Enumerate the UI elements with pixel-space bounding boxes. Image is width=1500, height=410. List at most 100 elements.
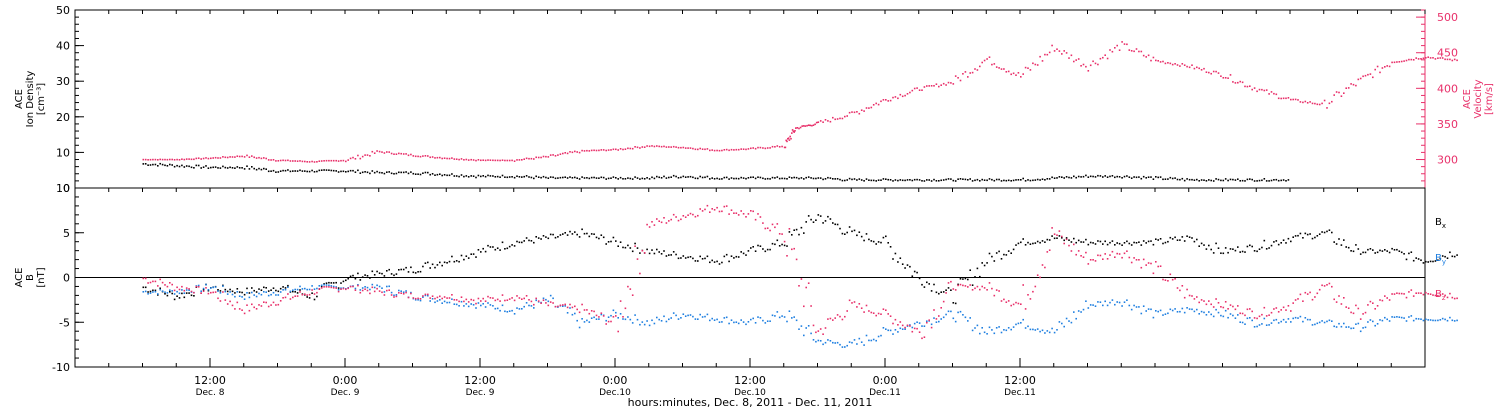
by-point <box>1359 330 1362 333</box>
by-point <box>1046 330 1049 332</box>
density-point <box>880 179 882 181</box>
bx-point <box>1087 243 1090 246</box>
density-point <box>757 176 759 178</box>
bz-point <box>829 317 832 320</box>
bz-point <box>1427 293 1429 295</box>
by-point <box>612 309 615 312</box>
by-point <box>311 285 313 287</box>
by-point <box>253 294 255 296</box>
bz-point <box>142 277 145 280</box>
bz-point <box>193 291 195 294</box>
bx-point <box>1369 248 1372 250</box>
bx-point <box>1456 254 1458 256</box>
by-point <box>844 346 846 348</box>
velocity-point <box>214 156 217 159</box>
bz-point <box>993 294 996 297</box>
bz-point <box>636 258 639 260</box>
velocity-point <box>721 149 723 152</box>
by-point <box>1032 328 1034 331</box>
density-point <box>822 178 824 181</box>
density-point <box>1102 176 1104 178</box>
left-axis-label: [nT] <box>36 267 47 287</box>
bz-point <box>1292 302 1294 304</box>
bx-point <box>1164 241 1167 244</box>
by-point <box>793 316 795 318</box>
velocity-point <box>364 154 366 156</box>
velocity-markers <box>142 41 1458 163</box>
bx-point <box>178 297 181 299</box>
bx-point <box>169 291 171 293</box>
density-point <box>1032 179 1034 182</box>
bx-point <box>455 260 458 262</box>
by-point <box>641 321 644 323</box>
by-point <box>1220 314 1222 317</box>
by-point <box>1362 327 1364 329</box>
bz-point <box>255 308 258 310</box>
velocity-point <box>740 148 742 150</box>
density-point <box>1265 180 1268 182</box>
velocity-point <box>1135 48 1138 50</box>
bz-point <box>521 298 523 300</box>
bx-point <box>889 246 892 248</box>
velocity-point <box>292 160 294 162</box>
by-point <box>841 346 844 348</box>
velocity-point <box>875 102 877 105</box>
bx-point <box>166 294 169 297</box>
by-point <box>1294 316 1297 319</box>
by-point <box>1130 308 1133 311</box>
velocity-point <box>458 158 460 161</box>
velocity-point <box>829 120 832 123</box>
density-point <box>1169 176 1172 179</box>
density-point <box>359 172 362 174</box>
velocity-point <box>342 159 345 162</box>
by-point <box>704 315 706 318</box>
bz-point <box>711 208 713 210</box>
by-point <box>962 314 964 316</box>
by-point <box>446 301 448 304</box>
by-point <box>499 309 501 312</box>
density-point <box>921 180 923 182</box>
by-point <box>1244 323 1246 325</box>
by-point <box>294 288 296 291</box>
bx-point <box>1116 242 1118 244</box>
bz-point <box>750 210 752 212</box>
bx-point <box>1333 241 1335 243</box>
bz-point <box>154 280 157 283</box>
bx-point <box>1034 242 1037 244</box>
velocity-point <box>313 161 316 163</box>
left-tick-label: 50 <box>56 4 70 17</box>
bx-point <box>918 277 921 280</box>
by-point <box>1073 311 1075 313</box>
by-point <box>735 321 738 323</box>
velocity-point <box>1422 57 1425 60</box>
density-point <box>810 177 812 179</box>
bz-point <box>1017 302 1020 305</box>
by-point <box>1020 322 1022 324</box>
velocity-point <box>267 159 270 161</box>
velocity-point <box>1403 60 1405 62</box>
density-point <box>870 179 873 182</box>
by-point <box>747 321 750 323</box>
velocity-point <box>554 155 557 157</box>
bz-point <box>460 296 463 298</box>
by-point <box>1357 322 1360 325</box>
bx-point <box>316 295 318 298</box>
bz-point <box>704 208 706 211</box>
by-point <box>451 298 453 300</box>
density-point <box>1244 180 1246 182</box>
velocity-point <box>451 157 453 159</box>
by-point <box>1253 326 1256 328</box>
bx-point <box>1162 242 1164 245</box>
bz-point <box>827 318 829 320</box>
bz-point <box>1003 298 1005 301</box>
by-point <box>1340 325 1343 328</box>
bz-point <box>1183 296 1186 299</box>
by-point <box>289 290 292 293</box>
density-point <box>969 178 971 180</box>
bx-point <box>1350 250 1352 252</box>
density-point <box>593 176 595 179</box>
by-point <box>229 291 231 293</box>
bx-point <box>983 264 986 267</box>
density-point <box>1249 178 1251 180</box>
bz-point <box>697 214 699 217</box>
